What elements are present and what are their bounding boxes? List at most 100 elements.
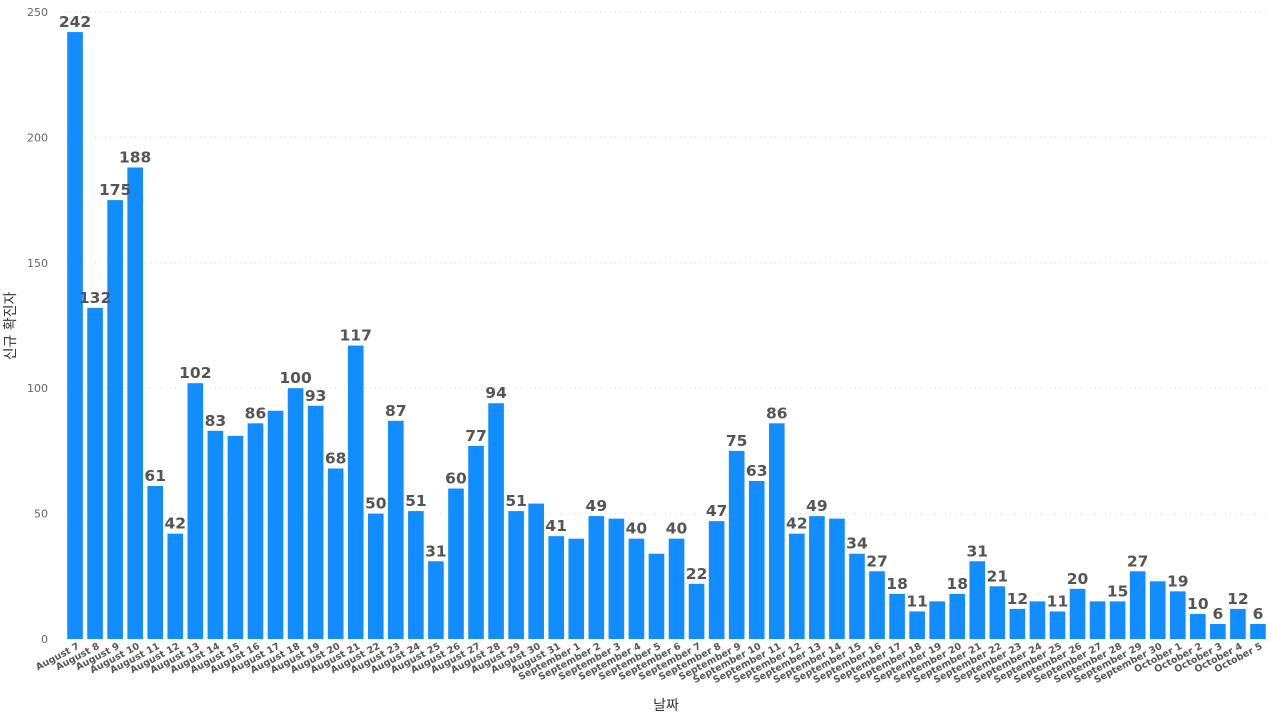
- data-label: 34: [846, 535, 868, 553]
- y-tick-label: 200: [27, 131, 48, 144]
- bar: [1029, 601, 1046, 639]
- bar: [608, 518, 625, 639]
- y-tick-label: 50: [34, 508, 48, 521]
- bar: [768, 423, 785, 639]
- bar: [367, 513, 384, 639]
- data-label: 21: [987, 567, 1009, 585]
- y-axis: 0 50 100 150 200 250: [27, 6, 48, 646]
- bars: [67, 32, 1266, 639]
- y-tick-label: 150: [27, 257, 48, 270]
- data-label: 27: [866, 552, 888, 570]
- data-label: 12: [1007, 590, 1029, 608]
- data-label: 51: [405, 492, 427, 510]
- bar: [1169, 591, 1186, 639]
- bar: [989, 586, 1006, 639]
- data-label: 42: [786, 515, 808, 533]
- bar: [869, 571, 885, 639]
- bar: [809, 516, 825, 639]
- data-label: 40: [626, 520, 648, 538]
- bar: [388, 420, 404, 639]
- bar: [829, 518, 845, 639]
- x-axis-title: 날짜: [653, 698, 679, 714]
- data-label: 61: [144, 467, 166, 485]
- bar: [1250, 623, 1266, 639]
- data-label: 83: [205, 412, 227, 430]
- bar: [167, 533, 184, 639]
- bar: [929, 601, 945, 639]
- data-label: 86: [766, 404, 788, 422]
- data-label: 242: [59, 13, 91, 31]
- bar: [1069, 588, 1086, 639]
- data-label: 20: [1067, 570, 1089, 588]
- bar: [147, 486, 164, 639]
- data-label: 11: [1047, 592, 1069, 610]
- bar: [287, 388, 304, 639]
- bar: [949, 593, 966, 639]
- data-label: 87: [385, 402, 407, 420]
- y-tick-label: 100: [27, 382, 48, 395]
- bar: [468, 445, 484, 639]
- data-label: 63: [746, 462, 768, 480]
- data-label: 188: [119, 148, 151, 166]
- data-label: 6: [1212, 605, 1223, 623]
- bar: [889, 593, 905, 639]
- data-label: 94: [485, 384, 507, 402]
- data-label: 15: [1107, 582, 1129, 600]
- bar: [347, 345, 364, 639]
- bar: [67, 32, 83, 639]
- bar: [207, 430, 224, 639]
- data-label: 68: [325, 449, 347, 467]
- data-label: 49: [586, 497, 608, 515]
- bar: [187, 383, 204, 639]
- bar: [1089, 601, 1106, 639]
- data-label: 102: [179, 364, 211, 382]
- bar: [508, 511, 524, 639]
- data-label: 11: [906, 592, 928, 610]
- data-label: 10: [1187, 595, 1209, 613]
- bar: [107, 200, 123, 639]
- data-label: 50: [365, 495, 387, 513]
- bar: [1190, 613, 1206, 639]
- data-label: 31: [425, 542, 447, 560]
- data-label: 175: [99, 181, 131, 199]
- bar: [789, 533, 805, 639]
- bar: [1109, 601, 1126, 639]
- gridlines: [65, 11, 1268, 515]
- bar: [408, 511, 424, 639]
- data-label: 18: [886, 575, 908, 593]
- data-label: 100: [279, 369, 312, 387]
- bar: [969, 561, 986, 639]
- bar: [648, 553, 665, 639]
- data-label: 117: [340, 327, 372, 345]
- bar: [1230, 608, 1246, 639]
- y-tick-label: 0: [41, 633, 48, 646]
- bar: [127, 167, 143, 639]
- data-label: 86: [245, 404, 267, 422]
- y-axis-title: 신규 확진자: [3, 291, 19, 360]
- bar: [267, 410, 284, 639]
- data-label: 51: [505, 492, 527, 510]
- bar: [528, 503, 544, 639]
- bar: [1210, 623, 1226, 639]
- data-label: 12: [1227, 590, 1249, 608]
- bar: [688, 583, 705, 639]
- bar: [728, 450, 745, 639]
- bar: [748, 480, 765, 639]
- bar: [227, 435, 244, 639]
- data-label: 42: [164, 515, 186, 533]
- bar: [548, 536, 565, 639]
- bar: [588, 516, 605, 639]
- bar: [488, 403, 504, 639]
- bar: [327, 468, 344, 639]
- data-label: 41: [545, 517, 567, 535]
- bar: [909, 611, 925, 639]
- bar: [247, 423, 264, 639]
- bar: [668, 538, 685, 639]
- y-tick-label: 250: [27, 6, 48, 19]
- data-label: 77: [465, 427, 487, 445]
- data-label: 31: [966, 542, 988, 560]
- data-label: 19: [1167, 572, 1189, 590]
